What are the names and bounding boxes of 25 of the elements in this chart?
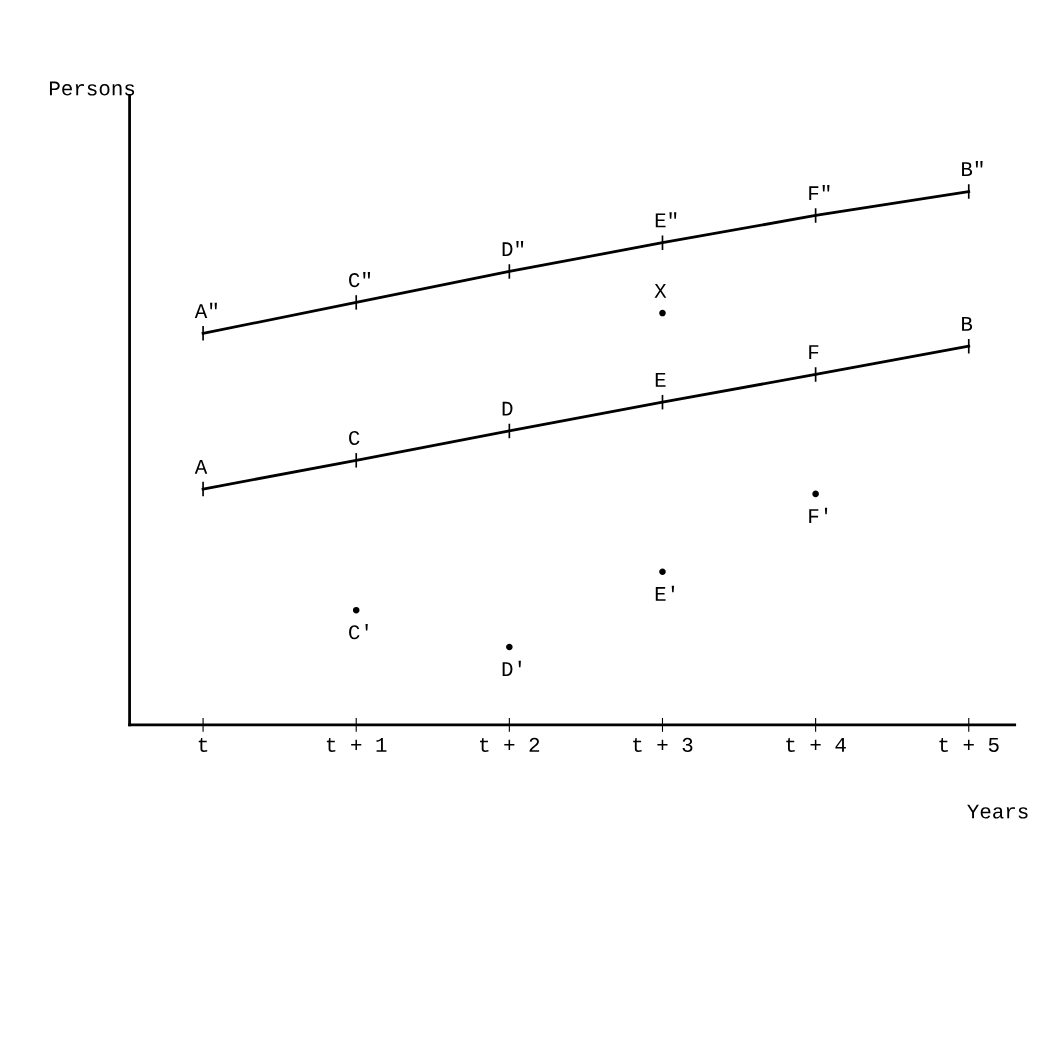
annotation: C [349,430,360,446]
x-tick-label: t + 2 [480,737,540,752]
annotation: E [655,373,666,387]
annotation: A [194,459,208,474]
annotation: C" [349,271,371,288]
annotation: E' [655,585,675,601]
annotation: F" [809,184,830,201]
x-tick-label: t + 3 [633,737,693,752]
x-tick-label: t + 4 [786,737,846,752]
x-tick-label: t + 5 [939,737,999,752]
annotation: A" [194,302,217,318]
annotation: D [502,401,513,416]
x-tick-label: t [198,737,208,752]
annotation: B" [962,160,983,177]
x-axis-title: Years [967,804,1028,819]
annotation: E" [655,212,677,228]
annotation: D' [502,660,521,676]
annotation: F [809,345,819,359]
annotation: F' [809,507,828,523]
annotation: X [654,283,667,298]
annotation: C' [349,624,368,640]
y-axis-title: Persons [49,81,135,96]
x-tick-label: t + 1 [326,737,387,752]
annotation: D" [502,240,524,257]
annotation: B [962,316,973,331]
